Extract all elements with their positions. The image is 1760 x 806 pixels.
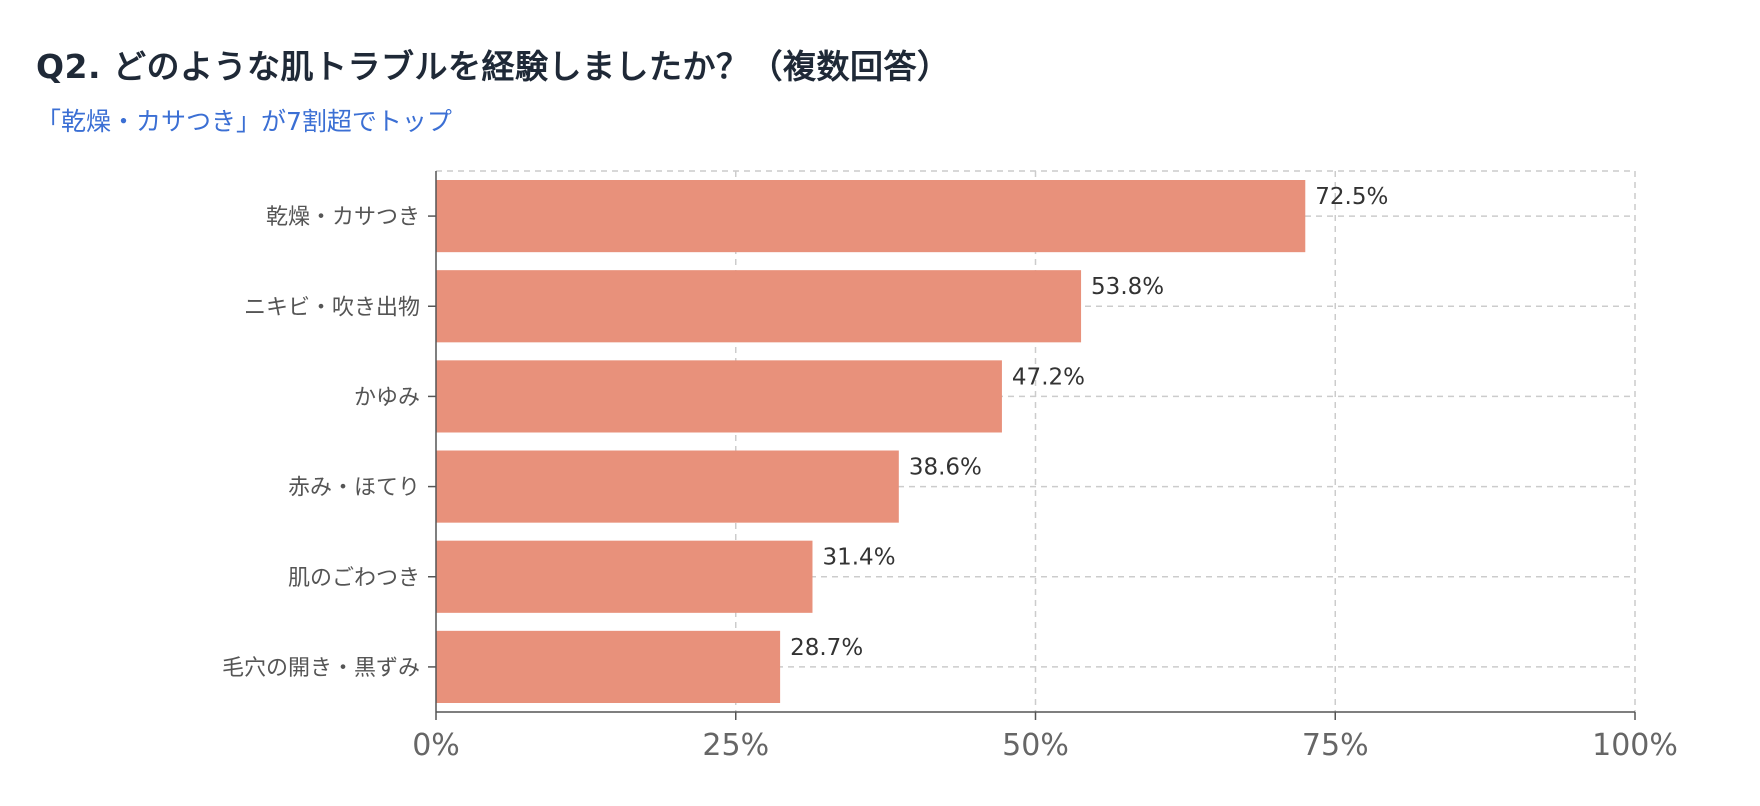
chart-subtitle: 「乾燥・カサつき」が7割超でトップ — [36, 107, 452, 136]
bar — [436, 630, 781, 703]
bar — [436, 450, 899, 523]
y-tick-label: ニキビ・吹き出物 — [244, 295, 420, 320]
x-tick-label: 75% — [1302, 728, 1369, 763]
y-tick-label: 肌のごわつき — [288, 566, 420, 591]
y-tick-label: かゆみ — [354, 385, 420, 410]
bar — [436, 180, 1306, 253]
data-label: 53.8% — [1091, 274, 1164, 300]
x-tick-label: 100% — [1592, 728, 1678, 763]
data-label: 72.5% — [1315, 184, 1388, 210]
bar — [436, 360, 1002, 433]
axes — [428, 171, 1636, 720]
y-tick-label: 赤み・ほてり — [288, 476, 420, 501]
data-label: 28.7% — [790, 635, 863, 661]
bars — [436, 180, 1306, 703]
chart-title: Q2. どのような肌トラブルを経験しましたか？（複数回答） — [36, 47, 951, 86]
bar — [436, 270, 1082, 343]
bar — [436, 540, 813, 613]
y-tick-label: 毛穴の開き・黒ずみ — [222, 656, 420, 681]
x-tick-label: 25% — [702, 728, 769, 763]
labels: 72.5% 乾燥・カサつき 53.8% ニキビ・吹き出物 47.2% かゆみ 38.6% 赤み… — [222, 184, 1678, 763]
data-label: 31.4% — [822, 545, 895, 571]
x-tick-label: 50% — [1002, 728, 1069, 763]
y-tick-label: 乾燥・カサつき — [266, 205, 420, 230]
data-label: 38.6% — [909, 455, 982, 481]
data-label: 47.2% — [1012, 364, 1085, 390]
x-tick-label: 0% — [412, 728, 460, 763]
